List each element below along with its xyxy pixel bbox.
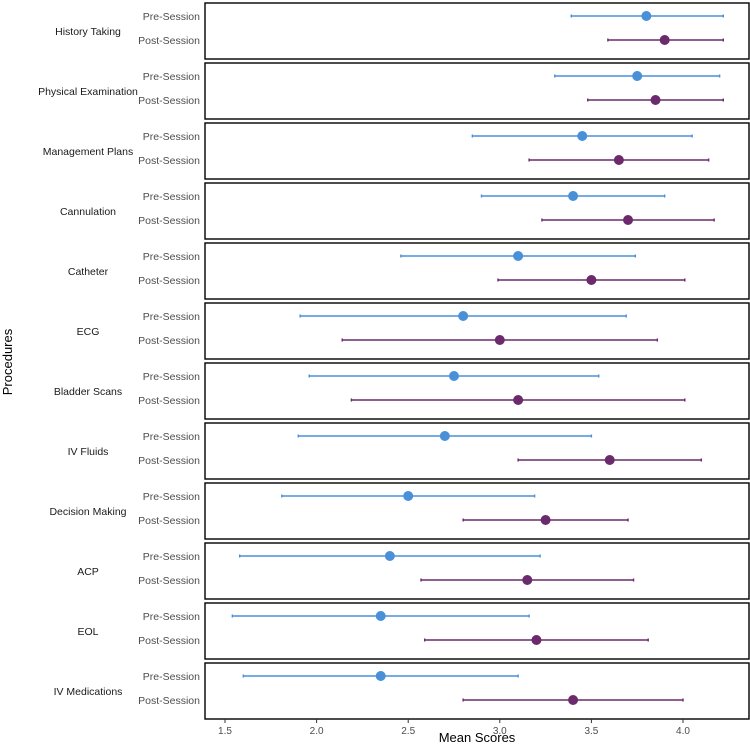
series-label-pre-session: Pre-Session (143, 491, 200, 503)
panel-border (204, 542, 750, 600)
panel-border (204, 302, 750, 360)
mean-point-post-session (586, 275, 597, 285)
category-label: IV Medications (54, 686, 123, 698)
mean-point-pre-session (513, 251, 524, 261)
mean-point-post-session (540, 515, 551, 525)
category-label: EOL (77, 626, 98, 638)
x-tick-label: 3.5 (584, 726, 598, 737)
series-label-pre-session: Pre-Session (143, 311, 200, 323)
mean-point-pre-session (632, 71, 643, 81)
x-axis: 1.5 2.0 2.5 3.0 3.5 4.0 (218, 719, 690, 737)
series-label-pre-session: Pre-Session (143, 551, 200, 563)
series-label-pre-session: Pre-Session (143, 191, 200, 203)
panel-physical-examination: Physical Examination Pre-Session Post-Sess… (38, 62, 750, 120)
y-axis-title: Procedures (0, 328, 15, 395)
series-label-post-session: Post-Session (138, 395, 200, 407)
panel-decision-making: Decision Making Pre-Session Post-Session (49, 482, 750, 540)
panel-border (204, 422, 750, 480)
series-label-post-session: Post-Session (138, 635, 200, 647)
panel-ecg: ECG Pre-Session Post-Session (77, 302, 750, 360)
panel-border (204, 362, 750, 420)
panel-management-plans: Management Plans Pre-Session Post-Session (43, 122, 750, 180)
panel-border (204, 482, 750, 540)
series-label-pre-session: Pre-Session (143, 71, 200, 83)
mean-point-pre-session (641, 11, 652, 21)
mean-point-post-session (650, 95, 661, 105)
mean-point-post-session (513, 395, 524, 405)
category-label: Catheter (68, 266, 109, 278)
panel-iv-fluids: IV Fluids Pre-Session Post-Session (68, 422, 750, 480)
category-label: History Taking (55, 26, 121, 38)
mean-point-post-session (531, 635, 542, 645)
panel-border (204, 242, 750, 300)
mean-point-pre-session (449, 371, 459, 381)
category-label: ACP (77, 566, 99, 578)
mean-point-pre-session (403, 491, 414, 501)
x-tick-label: 4.0 (676, 726, 690, 737)
series-label-pre-session: Pre-Session (143, 671, 200, 683)
series-label-post-session: Post-Session (138, 575, 200, 587)
series-label-pre-session: Pre-Session (143, 251, 200, 263)
category-label: ECG (77, 326, 100, 338)
category-label: Cannulation (60, 206, 116, 218)
mean-point-pre-session (375, 671, 386, 681)
panels: History TakingPre-SessionPost-SessionPhy… (38, 2, 750, 720)
panel-history-taking: History Taking Pre-Session Post-Session (55, 2, 750, 60)
mean-point-pre-session (568, 191, 579, 201)
panel-border (204, 2, 750, 60)
x-axis-title: Mean Scores (439, 730, 516, 745)
mean-point-pre-session (375, 611, 386, 621)
series-label-post-session: Post-Session (138, 695, 200, 707)
mean-point-post-session (568, 695, 579, 705)
panel-eol: EOL Pre-Session Post-Session (77, 602, 750, 660)
series-label-pre-session: Pre-Session (143, 611, 200, 623)
series-label-pre-session: Pre-Session (143, 11, 200, 23)
panel-bladder-scans: Bladder Scans Pre-Session Post-Session (54, 362, 750, 420)
mean-point-post-session (613, 155, 624, 165)
series-label-post-session: Post-Session (138, 95, 200, 107)
panel-acp: ACP Pre-Session Post-Session (77, 542, 750, 600)
category-label: Bladder Scans (54, 386, 122, 398)
panel-cannulation: Cannulation Pre-Session Post-Session (60, 182, 750, 240)
category-label: Decision Making (49, 506, 126, 518)
mean-point-post-session (522, 575, 533, 585)
series-label-post-session: Post-Session (138, 335, 200, 347)
x-tick-label: 2.0 (310, 726, 324, 737)
series-label-post-session: Post-Session (138, 155, 200, 167)
mean-point-post-session (659, 35, 670, 45)
category-label: Management Plans (43, 146, 133, 158)
mean-point-post-session (604, 455, 615, 465)
category-label: IV Fluids (68, 446, 109, 458)
x-tick-label: 2.5 (401, 726, 415, 737)
mean-point-pre-session (439, 431, 450, 441)
series-label-post-session: Post-Session (138, 35, 200, 47)
panel-border (204, 662, 750, 720)
mean-point-pre-session (577, 131, 588, 141)
series-label-pre-session: Pre-Session (143, 131, 200, 143)
mean-point-post-session (623, 215, 634, 225)
panel-catheter: Catheter Pre-Session Post-Session (68, 242, 750, 300)
mean-point-pre-session (384, 551, 395, 561)
panel-border (204, 602, 750, 660)
mean-point-pre-session (458, 311, 469, 321)
panel-border (204, 122, 750, 180)
mean-point-post-session (494, 335, 505, 345)
panel-border (204, 62, 750, 120)
series-label-post-session: Post-Session (138, 455, 200, 467)
series-label-post-session: Post-Session (138, 215, 200, 227)
category-label: Physical Examination (38, 86, 138, 98)
series-label-post-session: Post-Session (138, 275, 200, 287)
x-tick-label: 1.5 (218, 726, 232, 737)
panel-border (204, 182, 750, 240)
series-label-pre-session: Pre-Session (143, 431, 200, 443)
series-label-post-session: Post-Session (138, 515, 200, 527)
panel-iv-medications: IV Medications Pre-Session Post-Session (54, 662, 750, 720)
x-tick-label: 3.0 (493, 726, 507, 737)
series-label-pre-session: Pre-Session (143, 371, 200, 383)
